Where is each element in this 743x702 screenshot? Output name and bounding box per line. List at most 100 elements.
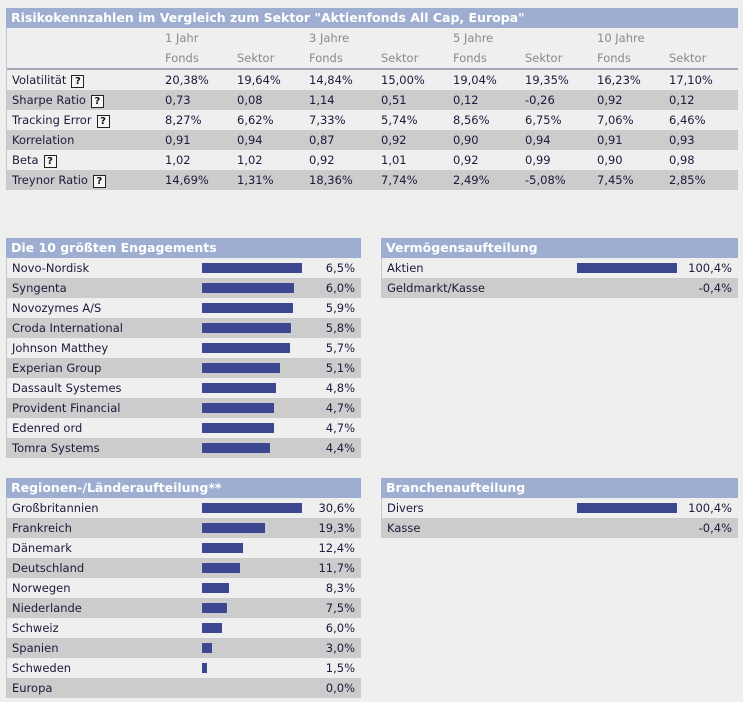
top-holdings-panel: Die 10 größten Engagements Novo-Nordisk 6… <box>6 238 361 458</box>
risk-value: 19,64% <box>232 69 304 90</box>
help-icon[interactable]: ? <box>92 174 106 188</box>
regions-title: Regionen-/Länderaufteilung** <box>6 478 361 498</box>
item-bar <box>202 363 280 373</box>
risk-row: Tracking Error? 8,27% 6,62% 7,33% 5,74% 8,56%… <box>7 110 738 130</box>
risk-value: 7,33% <box>304 110 376 130</box>
risk-value: 7,06% <box>592 110 664 130</box>
item-label: Dänemark <box>12 541 72 555</box>
risk-value: 2,49% <box>448 170 520 190</box>
item-label: Provident Financial <box>12 401 121 415</box>
item-value: 5,8% <box>325 321 355 335</box>
empty-header-cell <box>376 28 448 48</box>
list-item: Aktien 100,4% <box>382 258 738 278</box>
help-icon[interactable]: ? <box>71 74 85 88</box>
list-item: Novozymes A/S 5,9% <box>7 298 361 318</box>
corner-cell <box>7 28 160 48</box>
item-bar <box>202 263 302 273</box>
item-bar <box>202 543 243 553</box>
subheader-row: Fonds Sektor Fonds Sektor Fonds Sektor Fonds Se… <box>7 48 738 70</box>
risk-label-cell: Korrelation <box>7 130 160 150</box>
risk-label: Tracking Error <box>12 112 92 127</box>
list-item: Syngenta 6,0% <box>7 278 361 298</box>
list-item: Deutschland 11,7% <box>7 558 361 578</box>
item-bar <box>202 623 222 633</box>
risk-value: 15,00% <box>376 69 448 90</box>
list-item: Spanien 3,0% <box>7 638 361 658</box>
risk-metrics-panel: Risikokennzahlen im Vergleich zum Sektor… <box>6 8 738 190</box>
list-item: Provident Financial 4,7% <box>7 398 361 418</box>
risk-value: 0,92 <box>376 130 448 150</box>
asset-allocation-list: Aktien 100,4% Geldmarkt/Kasse -0,4% <box>381 258 738 298</box>
column-header: Fonds <box>592 48 664 70</box>
top-holdings-title: Die 10 größten Engagements <box>6 238 361 258</box>
item-label: Schweden <box>12 661 72 675</box>
item-value: 1,5% <box>325 661 355 675</box>
risk-value: 1,02 <box>232 150 304 170</box>
risk-label-cell: Volatilität? <box>7 69 160 90</box>
item-label: Frankreich <box>12 521 72 535</box>
item-bar <box>202 323 291 333</box>
risk-value: 0,92 <box>592 90 664 110</box>
item-label: Geldmarkt/Kasse <box>387 281 485 295</box>
risk-value: 19,04% <box>448 69 520 90</box>
item-label: Syngenta <box>12 281 67 295</box>
item-label: Norwegen <box>12 581 71 595</box>
regions-list: Großbritannien 30,6% Frankreich 19,3% Dänema… <box>6 498 361 698</box>
risk-label-cell: Beta? <box>7 150 160 170</box>
item-label: Divers <box>387 501 424 515</box>
sectors-panel: Branchenaufteilung Divers 100,4% Kasse -0,4… <box>381 478 738 538</box>
list-item: Geldmarkt/Kasse -0,4% <box>382 278 738 298</box>
help-icon[interactable]: ? <box>90 94 104 108</box>
item-bar <box>202 283 294 293</box>
risk-value: 19,35% <box>520 69 592 90</box>
risk-value: 20,38% <box>160 69 232 90</box>
risk-label: Beta <box>12 152 39 167</box>
item-value: 6,0% <box>325 621 355 635</box>
list-item: Dänemark 12,4% <box>7 538 361 558</box>
risk-value: 0,94 <box>232 130 304 150</box>
list-item: Experian Group 5,1% <box>7 358 361 378</box>
risk-value: 1,02 <box>160 150 232 170</box>
risk-value: 16,23% <box>592 69 664 90</box>
item-value: -0,4% <box>698 521 732 535</box>
list-item: Kasse -0,4% <box>382 518 738 538</box>
asset-allocation-title: Vermögensaufteilung <box>381 238 738 258</box>
risk-value: 1,14 <box>304 90 376 110</box>
period-header: 10 Jahre <box>592 28 664 48</box>
column-header: Fonds <box>160 48 232 70</box>
item-bar <box>202 403 274 413</box>
corner-cell <box>7 48 160 70</box>
help-icon[interactable]: ? <box>96 114 110 128</box>
risk-value: 5,74% <box>376 110 448 130</box>
item-value: 8,3% <box>325 581 355 595</box>
column-header: Fonds <box>304 48 376 70</box>
risk-row: Korrelation 0,91 0,94 0,87 0,92 0,90 0,94 0,91 0… <box>7 130 738 150</box>
item-bar <box>202 563 240 573</box>
item-label: Edenred ord <box>12 421 83 435</box>
item-bar <box>202 383 276 393</box>
item-value: 100,4% <box>688 261 732 275</box>
column-header: Sektor <box>232 48 304 70</box>
item-label: Schweiz <box>12 621 59 635</box>
item-bar <box>202 423 274 433</box>
period-header: 3 Jahre <box>304 28 376 48</box>
item-label: Novozymes A/S <box>12 301 102 315</box>
item-value: 3,0% <box>325 641 355 655</box>
item-value: 4,4% <box>325 441 355 455</box>
regions-panel: Regionen-/Länderaufteilung** Großbritann… <box>6 478 361 698</box>
item-label: Johnson Matthey <box>12 341 109 355</box>
risk-value: 18,36% <box>304 170 376 190</box>
risk-value: 0,98 <box>664 150 738 170</box>
item-value: 4,8% <box>325 381 355 395</box>
help-icon[interactable]: ? <box>43 154 57 168</box>
risk-value: 0,91 <box>592 130 664 150</box>
list-item: Schweden 1,5% <box>7 658 361 678</box>
item-value: -0,4% <box>698 281 732 295</box>
risk-metrics-title: Risikokennzahlen im Vergleich zum Sektor… <box>6 8 738 28</box>
list-item: Dassault Systemes 4,8% <box>7 378 361 398</box>
item-value: 4,7% <box>325 421 355 435</box>
column-header: Sektor <box>664 48 738 70</box>
risk-value: 0,90 <box>592 150 664 170</box>
item-value: 7,5% <box>325 601 355 615</box>
risk-label: Sharpe Ratio <box>12 92 86 107</box>
